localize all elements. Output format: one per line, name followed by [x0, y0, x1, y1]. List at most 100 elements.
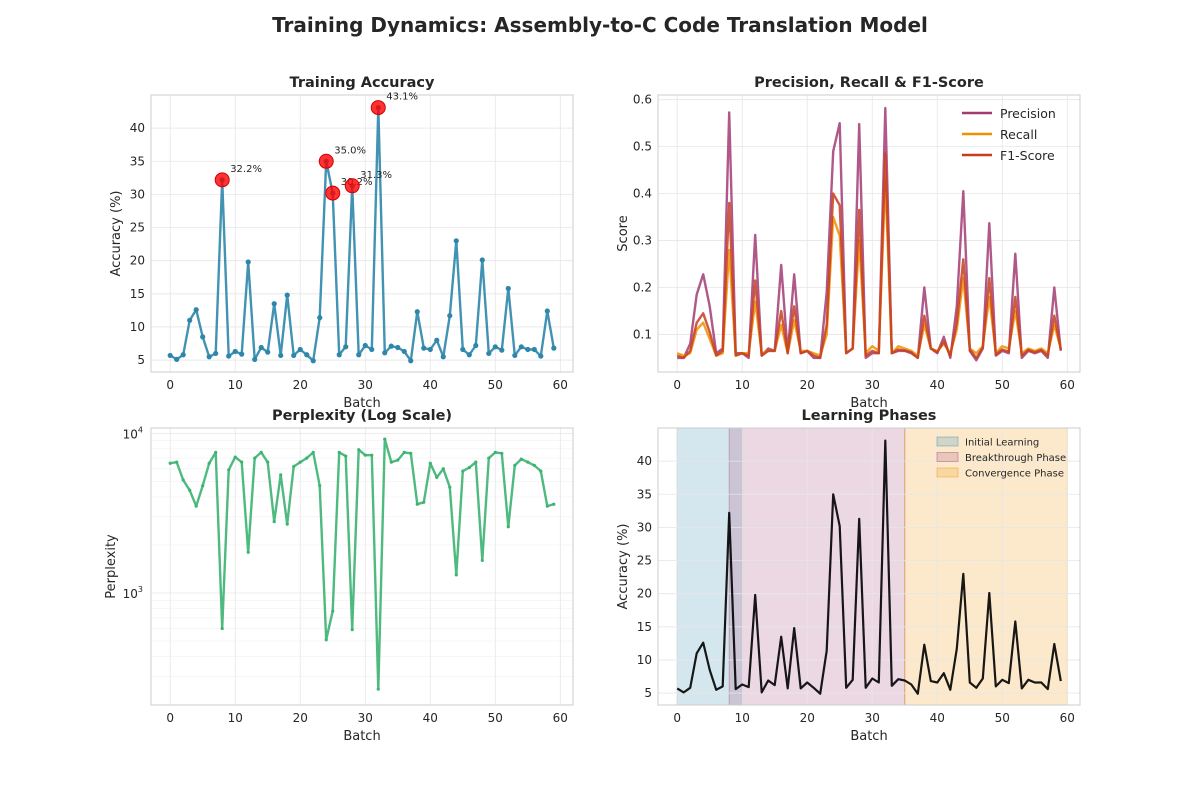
data-point [227, 468, 231, 472]
y-tick-label: 40 [130, 121, 145, 135]
data-point [506, 525, 510, 529]
x-tick-label: 60 [553, 711, 568, 725]
data-point [460, 346, 466, 353]
y-tick-label: 40 [637, 454, 652, 468]
y-tick-label: 15 [637, 620, 652, 634]
y-tick-label: 0.4 [633, 187, 652, 201]
data-point [174, 356, 180, 363]
data-point [246, 550, 250, 554]
y-tick-label: 0.6 [633, 93, 652, 107]
data-point [467, 466, 471, 470]
data-point [253, 456, 257, 460]
data-point [272, 520, 276, 524]
data-point [245, 259, 251, 265]
peak-label: 35.0% [334, 145, 366, 156]
data-point [448, 485, 452, 489]
data-point [389, 460, 393, 464]
series-line [676, 439, 1062, 695]
data-point [388, 343, 394, 349]
data-point [512, 352, 518, 359]
y-tick-label: 25 [130, 221, 145, 235]
data-point [206, 354, 212, 360]
data-point [278, 352, 284, 359]
data-point [266, 460, 270, 464]
data-point [435, 475, 439, 479]
data-point [232, 348, 238, 355]
axes-frame [150, 427, 574, 706]
data-point [362, 342, 368, 349]
data-point [486, 350, 492, 357]
data-point [479, 257, 485, 263]
data-point [239, 351, 245, 357]
x-tick-label: 10 [735, 378, 750, 392]
data-point [473, 342, 479, 349]
x-tick-label: 10 [228, 711, 243, 725]
data-point [544, 308, 550, 314]
data-point [370, 453, 374, 457]
data-point [525, 346, 531, 353]
y-tick-label: 0.3 [633, 234, 652, 248]
peak-marker [325, 185, 341, 201]
data-point [220, 626, 224, 631]
legend-label: Precision [1000, 106, 1056, 121]
data-point [357, 448, 361, 452]
data-point [539, 469, 543, 473]
data-point [181, 478, 185, 482]
data-point [383, 437, 387, 441]
data-point [188, 488, 192, 492]
data-point [167, 352, 173, 359]
data-point [466, 352, 472, 358]
figure-title: Training Dynamics: Assembly-to-C Code Tr… [272, 13, 928, 37]
x-tick-label: 30 [358, 378, 373, 392]
y-tick-label: 20 [130, 254, 145, 268]
data-point [240, 460, 244, 464]
data-point [337, 450, 341, 454]
data-point [175, 460, 179, 464]
data-point [408, 358, 414, 364]
x-axis-label: Batch [343, 729, 380, 744]
data-point [409, 451, 413, 455]
chart-accuracy: 0 10 20 30 40 50 60 5 10 15 20 25 30 35 40 Training Acc… [109, 75, 574, 411]
data-point [427, 346, 433, 353]
data-point [311, 450, 315, 454]
x-tick-label: 50 [488, 711, 503, 725]
x-tick-label: 20 [293, 711, 308, 725]
data-point [207, 461, 211, 465]
y-axis-label: Accuracy (%) [109, 191, 124, 277]
legend-swatch [936, 436, 959, 447]
data-point [376, 687, 380, 691]
data-point [318, 484, 322, 488]
data-point [440, 354, 446, 360]
data-point [396, 458, 400, 462]
legend-swatch [936, 452, 959, 462]
data-point [421, 345, 427, 351]
data-point [350, 628, 354, 632]
chart-prf: 0 10 20 30 40 50 60 0.1 0.2 0.3 0.4 0.5 0.6 Precision… [616, 75, 1081, 411]
y-tick-label: 15 [130, 287, 145, 301]
y-axis-label: Perplexity [104, 534, 119, 599]
data-point [395, 344, 401, 351]
x-tick-label: 40 [423, 378, 438, 392]
peak-marker [318, 153, 334, 169]
x-tick-label: 60 [1060, 378, 1075, 392]
data-point [259, 450, 263, 454]
x-axis-label: Batch [850, 396, 887, 411]
x-tick-label: 0 [673, 711, 681, 725]
data-point [382, 350, 388, 356]
x-axis-label: Batch [343, 396, 380, 411]
data-point [513, 463, 517, 467]
data-point [401, 348, 407, 355]
phase-band-2 [904, 427, 1068, 706]
axes-frame [657, 427, 1081, 706]
data-point [331, 609, 335, 613]
data-point [193, 307, 199, 313]
peak-marker [344, 178, 360, 194]
data-point [344, 454, 348, 458]
data-point [252, 356, 258, 363]
y-tick-label: 104 [123, 425, 143, 441]
data-point [551, 345, 557, 351]
data-point [292, 464, 296, 469]
x-tick-label: 60 [553, 378, 568, 392]
x-tick-label: 20 [293, 378, 308, 392]
data-point [317, 315, 323, 321]
